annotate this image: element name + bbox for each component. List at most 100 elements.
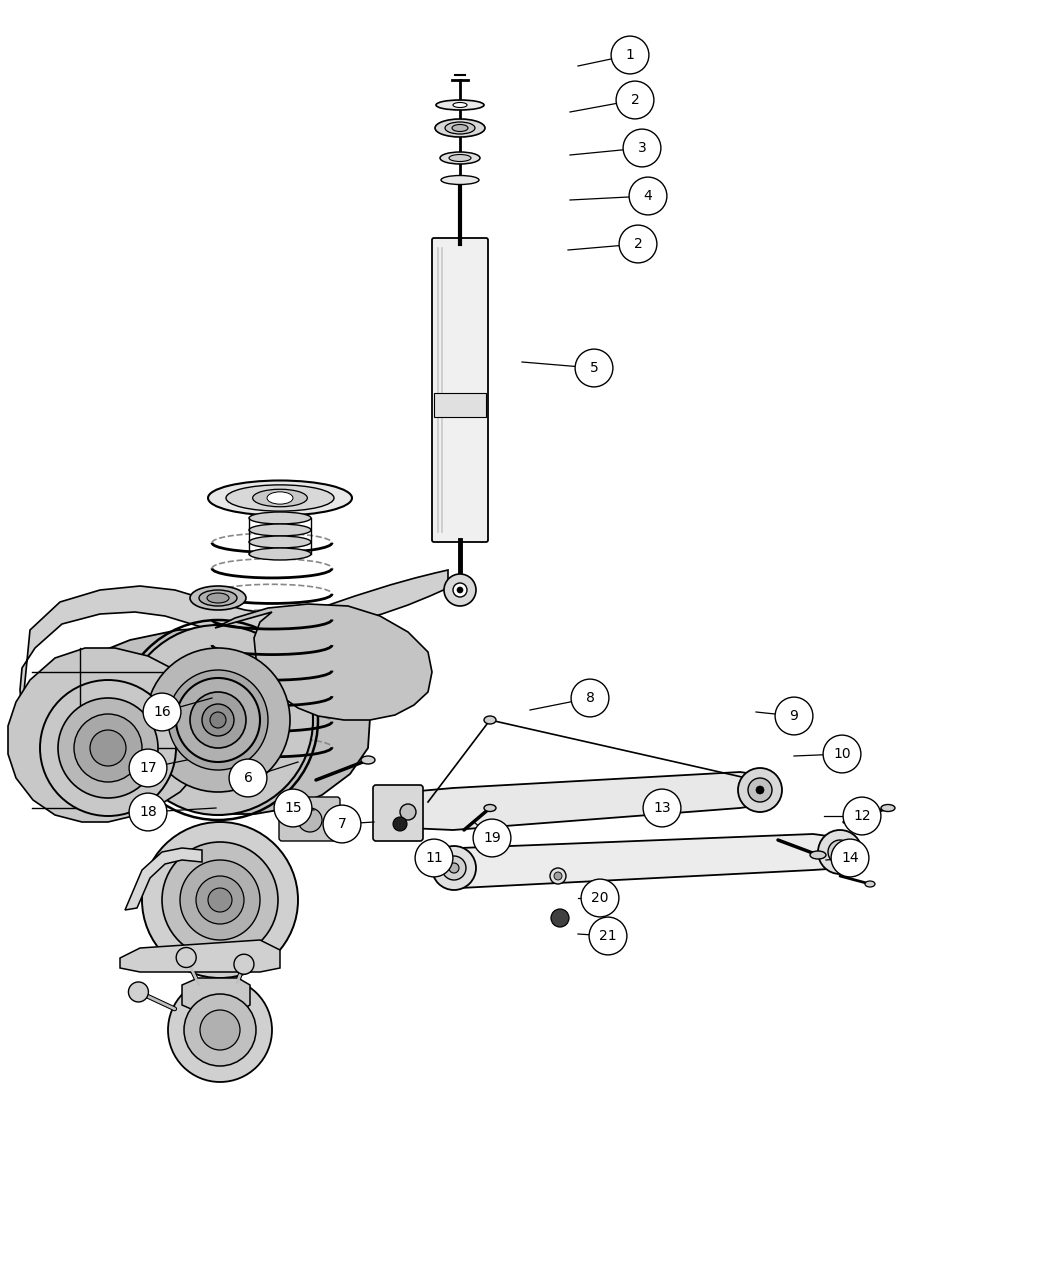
Ellipse shape — [441, 176, 479, 185]
Polygon shape — [120, 940, 280, 972]
Circle shape — [738, 768, 782, 812]
Circle shape — [129, 750, 167, 787]
Circle shape — [611, 36, 649, 74]
Text: 14: 14 — [841, 850, 859, 864]
Circle shape — [323, 805, 361, 843]
Circle shape — [828, 840, 852, 864]
Text: 21: 21 — [600, 929, 616, 944]
Text: 9: 9 — [790, 709, 798, 723]
Ellipse shape — [207, 593, 229, 603]
Circle shape — [835, 847, 845, 857]
Circle shape — [202, 704, 234, 736]
Ellipse shape — [432, 857, 448, 867]
FancyBboxPatch shape — [373, 785, 423, 842]
Circle shape — [200, 1010, 240, 1051]
Circle shape — [168, 978, 272, 1082]
Circle shape — [575, 349, 613, 386]
Ellipse shape — [453, 102, 467, 107]
Ellipse shape — [452, 125, 468, 131]
Ellipse shape — [484, 805, 496, 811]
Circle shape — [453, 583, 467, 597]
Circle shape — [832, 839, 869, 877]
Ellipse shape — [449, 154, 471, 162]
Circle shape — [589, 917, 627, 955]
Ellipse shape — [249, 513, 311, 524]
Circle shape — [400, 805, 416, 820]
Circle shape — [843, 797, 881, 835]
Circle shape — [234, 954, 254, 974]
Circle shape — [298, 808, 322, 833]
Bar — [434, 393, 486, 417]
FancyBboxPatch shape — [279, 797, 340, 842]
Ellipse shape — [253, 490, 308, 506]
Text: 16: 16 — [153, 705, 171, 719]
Circle shape — [550, 868, 566, 884]
Circle shape — [629, 177, 667, 215]
Circle shape — [168, 669, 268, 770]
Circle shape — [415, 839, 453, 877]
Circle shape — [551, 909, 569, 927]
Circle shape — [40, 680, 176, 816]
Text: 18: 18 — [139, 805, 156, 819]
Circle shape — [449, 863, 459, 873]
Circle shape — [393, 817, 407, 831]
Circle shape — [620, 226, 657, 263]
Text: 20: 20 — [591, 891, 609, 905]
Ellipse shape — [190, 586, 246, 609]
Text: 11: 11 — [425, 850, 443, 864]
Text: 5: 5 — [590, 361, 598, 375]
Circle shape — [748, 778, 772, 802]
Circle shape — [123, 625, 313, 815]
Text: 17: 17 — [140, 761, 156, 775]
Text: 3: 3 — [637, 142, 647, 156]
Circle shape — [204, 706, 232, 734]
Polygon shape — [20, 570, 448, 711]
Ellipse shape — [865, 881, 875, 887]
Text: 19: 19 — [483, 831, 501, 845]
Circle shape — [823, 736, 861, 773]
Polygon shape — [80, 629, 370, 813]
Circle shape — [274, 789, 312, 827]
Ellipse shape — [249, 536, 311, 548]
Circle shape — [643, 789, 680, 827]
Polygon shape — [182, 978, 250, 1012]
Text: 1: 1 — [626, 48, 634, 62]
Ellipse shape — [249, 524, 311, 536]
Circle shape — [229, 759, 267, 797]
Circle shape — [190, 692, 246, 748]
Text: 2: 2 — [631, 93, 639, 107]
Ellipse shape — [881, 805, 895, 811]
Circle shape — [818, 830, 862, 873]
Text: 4: 4 — [644, 189, 652, 203]
Circle shape — [775, 697, 813, 734]
Polygon shape — [408, 771, 768, 830]
Ellipse shape — [208, 481, 352, 515]
Circle shape — [474, 819, 511, 857]
Text: 12: 12 — [854, 810, 870, 822]
Circle shape — [210, 711, 226, 728]
Text: 7: 7 — [338, 817, 347, 831]
Circle shape — [581, 878, 618, 917]
Ellipse shape — [810, 850, 826, 859]
Circle shape — [142, 822, 298, 978]
Circle shape — [623, 129, 660, 167]
Ellipse shape — [440, 152, 480, 164]
Circle shape — [616, 82, 654, 119]
Circle shape — [90, 731, 126, 766]
Polygon shape — [8, 648, 210, 822]
Text: 8: 8 — [586, 691, 594, 705]
Polygon shape — [444, 834, 843, 887]
Circle shape — [162, 842, 278, 958]
Ellipse shape — [226, 484, 334, 511]
Ellipse shape — [445, 122, 475, 134]
Circle shape — [176, 678, 260, 762]
Ellipse shape — [267, 492, 293, 504]
Ellipse shape — [200, 590, 237, 606]
Ellipse shape — [436, 859, 444, 864]
Circle shape — [176, 947, 196, 968]
Circle shape — [143, 694, 181, 731]
Ellipse shape — [435, 119, 485, 136]
Circle shape — [196, 876, 244, 924]
Circle shape — [442, 856, 466, 880]
Circle shape — [128, 982, 148, 1002]
